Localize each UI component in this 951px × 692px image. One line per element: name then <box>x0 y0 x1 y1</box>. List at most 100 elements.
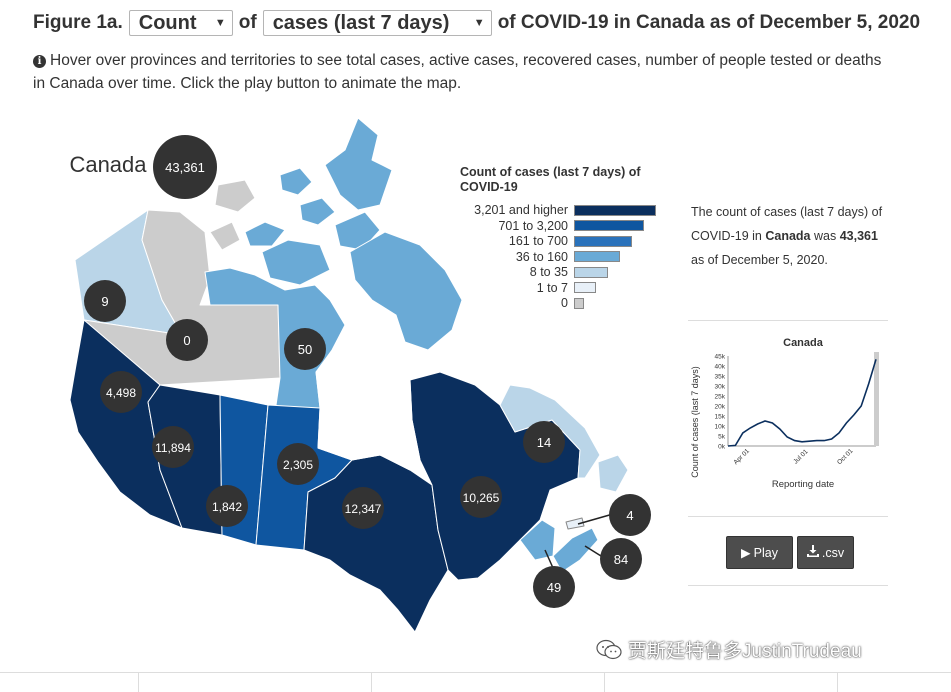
summary-text: The count of cases (last 7 days) of COVI… <box>691 200 891 272</box>
legend-swatch <box>574 297 584 309</box>
legend-item: 1 to 7 <box>458 281 596 295</box>
chat-icon <box>596 639 622 659</box>
legend-title: Count of cases (last 7 days) of COVID-19 <box>460 165 641 194</box>
current-date-marker <box>874 352 879 446</box>
bubble-manitoba[interactable]: 2,305 <box>277 443 319 485</box>
value-label-ontario: 12,347 <box>345 502 382 516</box>
bubble-nunavut[interactable]: 50 <box>284 328 326 370</box>
value-label-quebec: 10,265 <box>463 491 500 505</box>
legend-item: 36 to 160 <box>458 250 620 264</box>
divider <box>688 585 888 586</box>
bubble-british-columbia[interactable]: 4,498 <box>100 371 142 413</box>
value-label-prince-edward-island: 4 <box>626 508 633 523</box>
metric-select[interactable]: cases (last 7 days) ▼ <box>262 10 492 36</box>
legend-item: 701 to 3,200 <box>458 219 644 233</box>
arctic-island <box>214 179 256 213</box>
play-icon: ▶ <box>741 546 751 560</box>
summary-suffix: as of December 5, 2020. <box>691 253 828 267</box>
arctic-island <box>299 197 336 226</box>
figure-header: Figure 1a. Count ▼ of cases (last 7 days… <box>33 10 920 36</box>
legend-item: 8 to 35 <box>458 265 608 279</box>
series-line <box>727 359 877 447</box>
play-button[interactable]: ▶ Play <box>726 536 793 569</box>
bubble-saskatchewan[interactable]: 1,842 <box>206 485 248 527</box>
value-label-new-brunswick: 49 <box>547 580 561 595</box>
bubble-quebec[interactable]: 10,265 <box>460 476 502 518</box>
download-csv-button[interactable]: .csv <box>797 536 854 569</box>
watermark: 贾斯廷特鲁多JustinTrudeau <box>596 636 862 663</box>
legend-swatch <box>574 235 632 247</box>
legend-label: 701 to 3,200 <box>498 218 568 233</box>
divider <box>371 673 372 692</box>
trend-plot-area: 0k 5k 10k 15k 20k 25k 30k 35k 40k 45k Apr 01 Jul 01… <box>715 352 879 466</box>
legend-swatch <box>574 282 596 293</box>
bottom-strip <box>0 672 951 692</box>
province-ontario[interactable] <box>303 454 449 633</box>
bubble-new-brunswick[interactable]: 49 <box>533 566 575 608</box>
arctic-island <box>244 221 286 247</box>
legend-swatch <box>574 204 656 216</box>
country-name: Canada <box>69 152 147 177</box>
legend-label: 3,201 and higher <box>474 203 568 217</box>
chevron-down-icon: ▼ <box>473 17 485 29</box>
divider <box>604 673 605 692</box>
bubble-newfoundland-labrador[interactable]: 14 <box>523 421 565 463</box>
y-tick-label: 10k <box>715 424 726 431</box>
y-tick-label: 25k <box>715 394 726 401</box>
hudson-bay <box>315 344 421 471</box>
y-tick-label: 0k <box>718 444 726 451</box>
legend-label: 1 to 7 <box>536 280 568 295</box>
leader-line <box>577 513 614 525</box>
country-total: 43,361 <box>165 160 205 175</box>
bubble-prince-edward-island[interactable]: 4 <box>609 494 651 536</box>
canada-map: Canada 43,361 9 0 50 4,498 11,894 1,842 … <box>69 117 651 633</box>
measure-select-value: Count <box>138 11 197 34</box>
province-prince-edward-island[interactable] <box>565 517 585 530</box>
province-nunavut[interactable] <box>204 267 346 413</box>
x-tick-label: Apr 01 <box>732 447 751 466</box>
chevron-down-icon: ▼ <box>214 17 226 29</box>
legend-label: 0 <box>561 296 568 310</box>
bubble-nova-scotia[interactable]: 84 <box>600 538 642 580</box>
value-label-nova-scotia: 84 <box>614 552 628 567</box>
figure-title: of COVID-19 in Canada as of December 5, … <box>497 12 921 33</box>
value-label-saskatchewan: 1,842 <box>212 500 242 514</box>
bubble-alberta[interactable]: 11,894 <box>152 426 194 468</box>
y-tick-label: 30k <box>715 384 726 391</box>
legend-swatch <box>574 220 644 231</box>
play-label: Play <box>753 545 778 560</box>
instructions: i Hover over provinces and territories to… <box>33 49 893 95</box>
province-new-brunswick[interactable] <box>519 519 556 561</box>
divider <box>138 673 139 692</box>
legend-label: 161 to 700 <box>508 234 568 248</box>
arctic-island <box>261 239 331 286</box>
trend-chart-xlabel: Reporting date <box>772 479 834 490</box>
info-icon: i <box>33 55 46 68</box>
legend-item: 3,201 and higher <box>458 203 656 217</box>
trend-chart[interactable]: Canada Count of cases (last 7 days) Repo… <box>688 330 888 510</box>
value-label-british-columbia: 4,498 <box>106 386 136 400</box>
summary-place: Canada <box>765 229 811 243</box>
country-total-bubble <box>153 135 217 199</box>
map-legend: Count of cases (last 7 days) of COVID-19 <box>460 165 650 195</box>
value-label-yukon: 9 <box>101 294 108 309</box>
bubble-yukon[interactable]: 9 <box>84 280 126 322</box>
island-of-newfoundland[interactable] <box>597 454 629 493</box>
bubble-ontario[interactable]: 12,347 <box>342 487 384 529</box>
summary-middle: was <box>813 229 837 243</box>
x-tick-label: Oct 01 <box>836 447 855 466</box>
legend-item: 0 <box>458 296 584 310</box>
measure-select[interactable]: Count ▼ <box>128 10 233 36</box>
y-tick-label: 20k <box>715 404 726 411</box>
figure-label: Figure 1a. <box>33 12 123 33</box>
y-tick-label: 15k <box>715 414 726 421</box>
legend-label: 36 to 160 <box>515 249 568 264</box>
summary-prefix: The count of cases (last 7 days) of COVI… <box>691 205 883 243</box>
bubble-northwest-territories[interactable]: 0 <box>166 319 208 361</box>
trend-chart-ylabel: Count of cases (last 7 days) <box>690 366 700 478</box>
leader-line <box>544 549 554 569</box>
download-icon <box>806 545 819 560</box>
leader-line <box>584 545 602 557</box>
y-tick-label: 5k <box>718 434 726 441</box>
value-label-northwest-territories: 0 <box>183 333 190 348</box>
